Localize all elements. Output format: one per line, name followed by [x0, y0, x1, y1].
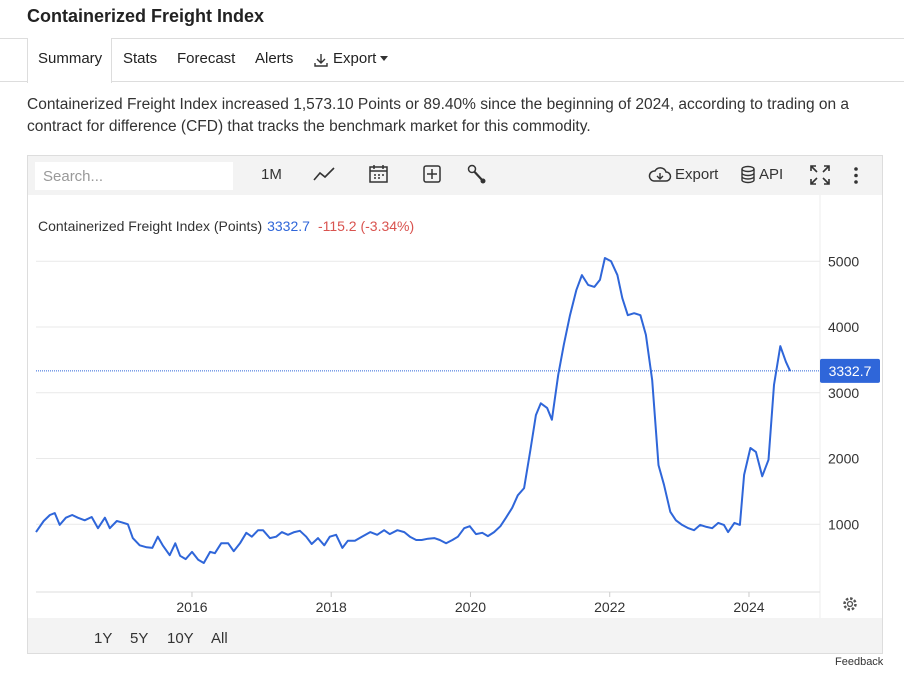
- tab[interactable]: Stats: [123, 50, 158, 67]
- tab-bar: [0, 38, 904, 82]
- active-tab[interactable]: [27, 38, 112, 83]
- api-button[interactable]: API: [759, 166, 784, 183]
- tab[interactable]: Forecast: [177, 50, 236, 67]
- x-tick-label: 2018: [316, 599, 347, 615]
- y-tick-label: 3000: [828, 385, 859, 401]
- tab[interactable]: Alerts: [255, 50, 294, 67]
- y-tick-label: 1000: [828, 516, 859, 532]
- page-title: Containerized Freight Index: [27, 6, 265, 26]
- gear-icon[interactable]: [843, 597, 857, 611]
- y-tick-label: 5000: [828, 253, 859, 269]
- range-button[interactable]: All: [211, 630, 228, 647]
- search-input[interactable]: Search...: [35, 162, 233, 190]
- x-tick-label: 2022: [594, 599, 625, 615]
- interval-button[interactable]: 1M: [261, 166, 282, 183]
- legend-name: Containerized Freight Index (Points): [38, 218, 262, 234]
- range-button[interactable]: 10Y: [167, 630, 194, 647]
- x-tick-label: 2024: [733, 599, 764, 615]
- api-icon[interactable]: [740, 165, 758, 185]
- export-button[interactable]: Export: [675, 166, 719, 183]
- chart-frame: [27, 155, 883, 654]
- calendar-icon[interactable]: [368, 163, 390, 185]
- x-tick-label: 2016: [176, 599, 207, 615]
- x-tick-label: 2020: [455, 599, 486, 615]
- range-bar: [28, 618, 882, 653]
- y-tick-label: 2000: [828, 451, 859, 467]
- feedback-link[interactable]: Feedback: [835, 656, 884, 668]
- data-line: [35, 257, 792, 564]
- legend-change: -115.2 (-3.34%): [318, 218, 414, 234]
- tab[interactable]: Summary: [38, 50, 103, 67]
- last-value-tag: [820, 358, 880, 383]
- chart-type-icon[interactable]: [312, 164, 336, 186]
- settings-icon[interactable]: [467, 164, 489, 186]
- compare-icon[interactable]: [422, 164, 444, 186]
- description: Containerized Freight Index increased 1,…: [27, 96, 850, 135]
- range-button[interactable]: 5Y: [130, 630, 149, 647]
- menu-icon[interactable]: [852, 166, 860, 186]
- y-tick-label: 4000: [828, 319, 859, 335]
- export-icon[interactable]: [648, 165, 672, 185]
- caret: [380, 56, 388, 61]
- legend-value: 3332.7: [267, 218, 310, 234]
- fullscreen-icon[interactable]: [809, 164, 831, 186]
- range-button[interactable]: 1Y: [94, 630, 113, 647]
- download-icon: [314, 54, 328, 67]
- tab[interactable]: Export: [333, 50, 377, 67]
- last-value-label: 3332.7: [829, 363, 872, 379]
